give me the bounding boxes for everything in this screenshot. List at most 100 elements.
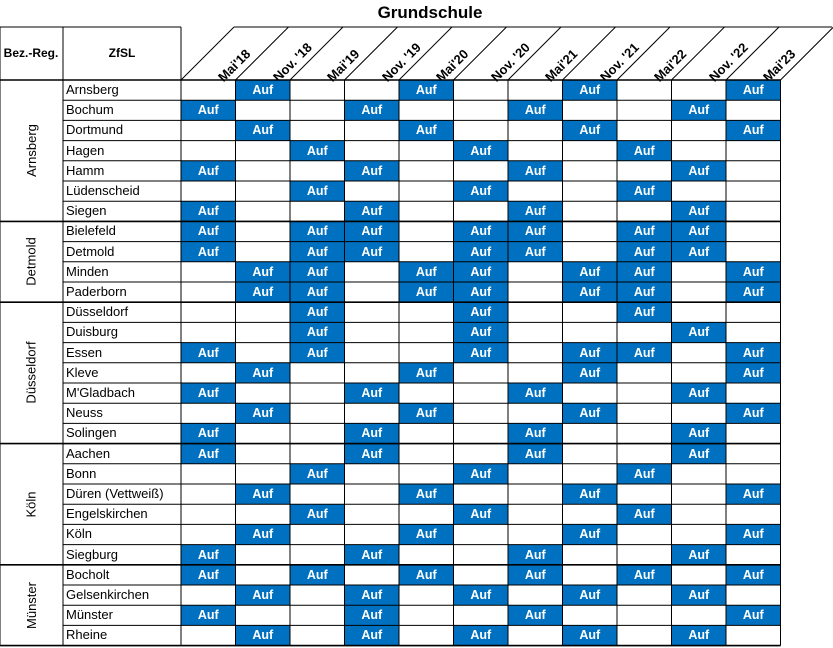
auf-cell: Auf [235,524,290,545]
auf-cell: Auf [671,322,726,343]
auf-cell: Auf [235,484,290,505]
zfsl-name: Duisburg [66,324,119,340]
zfsl-name: Bielefeld [66,223,116,239]
auf-cell: Auf [290,302,345,323]
auf-cell: Auf [235,362,290,383]
auf-cell: Auf [671,423,726,444]
grid-line [507,26,562,81]
auf-cell: Auf [181,544,236,565]
auf-cell: Auf [399,403,454,424]
auf-cell: Auf [344,241,399,262]
auf-cell: Auf [562,362,617,383]
auf-cell: Auf [562,625,617,646]
auf-cell: Auf [344,443,399,464]
auf-cell: Auf [726,564,781,585]
auf-cell: Auf [562,282,617,303]
auf-cell: Auf [726,282,781,303]
auf-cell: Auf [562,120,617,141]
auf-cell: Auf [290,463,345,484]
auf-cell: Auf [453,322,508,343]
auf-cell: Auf [181,342,236,363]
auf-cell: Auf [181,383,236,404]
auf-cell: Auf [617,564,672,585]
zfsl-name: Detmold [66,243,115,259]
auf-cell: Auf [181,221,236,242]
auf-cell: Auf [671,221,726,242]
auf-cell: Auf [726,342,781,363]
auf-cell: Auf [399,120,454,141]
zfsl-header: ZfSL [108,46,136,60]
auf-cell: Auf [344,544,399,565]
auf-cell: Auf [726,484,781,505]
zfsl-name: Köln [66,526,93,542]
zfsl-name: Minden [66,263,109,279]
auf-cell: Auf [290,564,345,585]
auf-cell: Auf [726,524,781,545]
auf-cell: Auf [508,605,563,626]
zfsl-name: Dortmund [66,122,124,138]
zfsl-name: Paderborn [66,284,127,299]
grid-line [344,26,398,81]
auf-cell: Auf [399,362,454,383]
auf-cell: Auf [399,564,454,585]
auf-cell: Auf [508,160,563,181]
zfsl-name: Arnsberg [66,82,119,97]
zfsl-name: Aachen [66,445,111,461]
auf-cell: Auf [235,80,290,101]
auf-cell: Auf [181,443,236,464]
auf-cell: Auf [617,140,672,161]
auf-cell: Auf [617,342,672,363]
auf-cell: Auf [235,403,290,424]
grid-line [562,26,616,81]
zfsl-name: Neuss [66,405,103,421]
auf-cell: Auf [617,181,672,202]
zfsl-name: Hagen [66,142,105,158]
auf-cell: Auf [617,302,672,323]
zfsl-name: Essen [66,344,103,360]
auf-cell: Auf [671,383,726,404]
bez-reg-header: Bez.-Reg. [3,46,59,60]
auf-cell: Auf [235,282,290,303]
auf-cell: Auf [562,585,617,606]
auf-cell: Auf [562,342,617,363]
zfsl-name: Solingen [66,425,117,441]
auf-cell: Auf [344,383,399,404]
auf-cell: Auf [562,403,617,424]
auf-cell: Auf [508,564,563,585]
auf-cell: Auf [726,362,781,383]
auf-cell: Auf [617,282,672,303]
auf-cell: Auf [562,261,617,282]
auf-cell: Auf [453,585,508,606]
auf-cell: Auf [508,221,563,242]
auf-cell: Auf [508,201,563,222]
auf-cell: Auf [726,403,781,424]
zfsl-name: Kleve [66,364,99,380]
zfsl-name: Siegburg [66,546,119,562]
auf-cell: Auf [508,423,563,444]
auf-cell: Auf [671,160,726,181]
auf-cell: Auf [344,100,399,121]
zfsl-name: Bonn [66,465,97,481]
zfsl-name: Düren (Vettweiß) [66,486,164,501]
auf-cell: Auf [344,160,399,181]
auf-cell: Auf [726,261,781,282]
auf-cell: Auf [726,80,781,101]
auf-cell: Auf [453,221,508,242]
auf-cell: Auf [344,423,399,444]
auf-cell: Auf [562,80,617,101]
zfsl-name: Lüdenscheid [66,183,140,198]
auf-cell: Auf [399,282,454,303]
zfsl-name: Siegen [66,203,107,219]
zfsl-name: Bocholt [66,566,110,582]
auf-cell: Auf [453,140,508,161]
auf-cell: Auf [453,342,508,363]
auf-cell: Auf [671,625,726,646]
auf-cell: Auf [290,181,345,202]
auf-cell: Auf [181,160,236,181]
auf-cell: Auf [453,282,508,303]
grid-line [671,26,725,81]
auf-cell: Auf [399,80,454,101]
auf-cell: Auf [453,463,508,484]
auf-cell: Auf [671,241,726,262]
